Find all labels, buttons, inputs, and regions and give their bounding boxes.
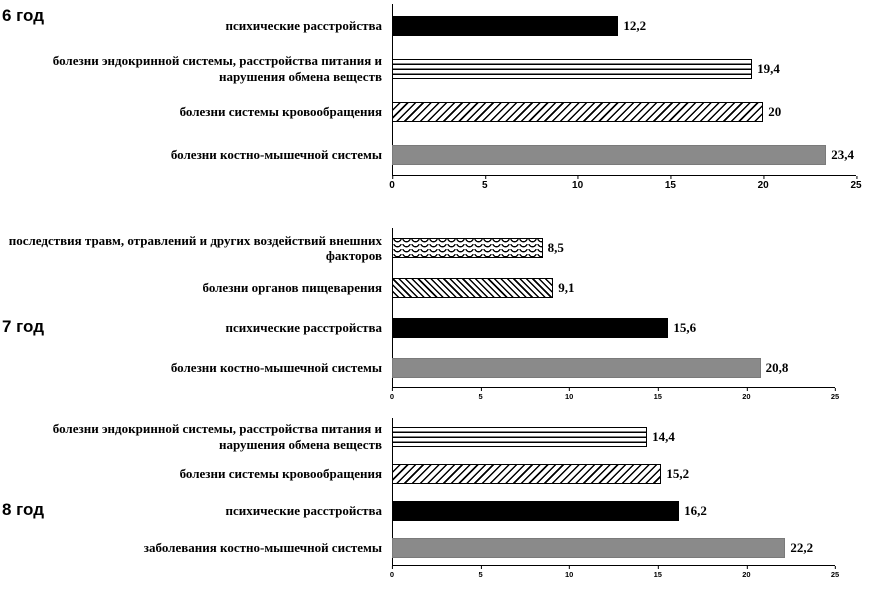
bar: [392, 463, 662, 484]
x-tick-label: 25: [830, 388, 840, 401]
value-label: 22,2: [790, 539, 814, 555]
category-label: болезни системы кровообращения: [179, 103, 382, 119]
bar-row: болезни эндокринной системы, расстройств…: [0, 47, 891, 90]
x-tick-label: 15: [664, 176, 676, 191]
x-tick-label: 0: [389, 176, 395, 191]
bar-row: психические расстройства 15,6: [0, 308, 891, 348]
bar-track: 19,4: [392, 58, 856, 79]
x-tick-label: 5: [478, 566, 483, 579]
x-axis: 0 5 10 15 20 25: [389, 176, 862, 194]
chart-rows: психические расстройства 12,2 болезни эндо…: [0, 4, 891, 176]
bar: [392, 318, 669, 338]
bar-row: болезни костно-мышечной системы 20,8: [0, 348, 891, 388]
value-label: 20: [768, 103, 782, 119]
bar-row: психические расстройства 12,2: [0, 4, 891, 47]
category-label: последствия травм, отравлений и других в…: [8, 232, 382, 263]
year-label: 8 год: [2, 499, 44, 519]
value-label: 15,2: [666, 465, 690, 481]
value-label: 15,6: [673, 320, 697, 335]
category-label: психические расстройства: [225, 320, 382, 336]
x-tick-label: 20: [742, 388, 751, 401]
bar-row: болезни системы кровообращения 15,2: [0, 455, 891, 492]
category-label: болезни органов пищеварения: [202, 280, 382, 296]
bar: [392, 537, 786, 558]
x-tick-label: 20: [757, 176, 769, 191]
x-tick-label: 15: [653, 566, 662, 579]
chart-year-6: 6 год психические расстройства 12,2 болезн…: [0, 4, 891, 194]
category-label: психические расстройства: [225, 17, 382, 33]
bar-track: 12,2: [392, 15, 856, 36]
x-tick-label: 10: [565, 566, 574, 579]
category-label: болезни костно-мышечной системы: [170, 146, 382, 162]
bar: [392, 278, 554, 298]
bar-track: 20,8: [392, 358, 835, 378]
bar-track: 20: [392, 101, 856, 122]
category-label: болезни эндокринной системы, расстройств…: [52, 53, 382, 84]
bar: [392, 58, 753, 79]
bar-track: 9,1: [392, 278, 835, 298]
value-label: 19,4: [757, 60, 780, 76]
value-label: 8,5: [547, 240, 564, 255]
bar-track: 8,5: [392, 238, 835, 258]
chart-rows: последствия травм, отравлений и других в…: [0, 228, 891, 388]
category-label: психические расстройства: [225, 502, 382, 518]
chart-rows: болезни эндокринной системы, расстройств…: [0, 418, 891, 566]
x-axis: 0 5 10 15 20 25: [389, 566, 839, 584]
bar-track: 23,4: [392, 144, 856, 165]
value-label: 20,8: [765, 360, 789, 375]
x-tick-label: 10: [572, 176, 584, 191]
x-tick-label: 5: [478, 388, 483, 401]
x-tick-label: 10: [565, 388, 574, 401]
bar-track: 15,6: [392, 318, 835, 338]
category-label: заболевания костно-мышечной системы: [143, 539, 382, 555]
x-tick-label: 0: [389, 566, 395, 579]
year-label: 6 год: [2, 6, 44, 25]
bar-row: болезни костно-мышечной системы 23,4: [0, 133, 891, 176]
x-tick-label: 15: [653, 388, 662, 401]
bar: [392, 426, 648, 447]
x-tick-label: 25: [830, 566, 840, 579]
category-label: болезни системы кровообращения: [179, 465, 382, 481]
x-axis: 0 5 10 15 20 25: [389, 388, 839, 406]
bar: [392, 144, 827, 165]
bar-chart-figure: 6 год психические расстройства 12,2 болезн…: [0, 4, 891, 584]
bar-row: болезни органов пищеварения 9,1: [0, 268, 891, 308]
category-label: болезни костно-мышечной системы: [170, 360, 382, 376]
x-tick-label: 25: [850, 176, 862, 191]
x-tick-label: 20: [742, 566, 751, 579]
bar-row: болезни эндокринной системы, расстройств…: [0, 418, 891, 455]
bar: [392, 500, 680, 521]
x-tick-label: 5: [482, 176, 488, 191]
category-label: болезни эндокринной системы, расстройств…: [52, 421, 382, 452]
bar-track: 16,2: [392, 500, 835, 521]
value-label: 9,1: [558, 280, 575, 295]
bar-row: последствия травм, отравлений и других в…: [0, 228, 891, 268]
bar: [392, 238, 543, 258]
bar-row: заболевания костно-мышечной системы 22,2: [0, 529, 891, 566]
bar-track: 22,2: [392, 537, 835, 558]
bar-row: болезни системы кровообращения 20: [0, 90, 891, 133]
chart-year-8: 8 год болезни эндокринной системы, расст…: [0, 418, 891, 584]
bar-row: психические расстройства 16,2: [0, 492, 891, 529]
value-label: 16,2: [684, 502, 707, 518]
year-label: 7 год: [2, 317, 44, 336]
bar-track: 14,4: [392, 426, 835, 447]
bar: [392, 101, 764, 122]
value-label: 12,2: [623, 17, 647, 33]
bar: [392, 358, 761, 378]
value-label: 23,4: [831, 146, 855, 162]
chart-year-7: 7 год последствия травм, отравлений и др…: [0, 228, 891, 406]
bar-track: 15,2: [392, 463, 835, 484]
bar: [392, 15, 619, 36]
x-tick-label: 0: [389, 388, 395, 401]
value-label: 14,4: [652, 428, 675, 444]
